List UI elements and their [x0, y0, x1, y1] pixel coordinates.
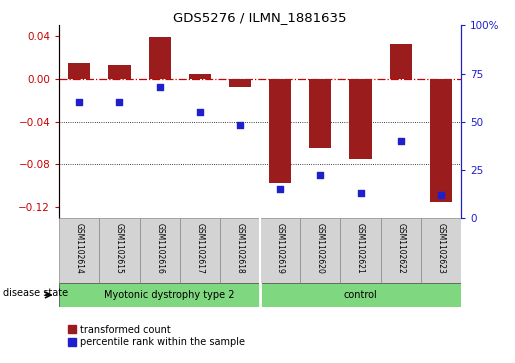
Text: Myotonic dystrophy type 2: Myotonic dystrophy type 2	[105, 290, 235, 300]
Title: GDS5276 / ILMN_1881635: GDS5276 / ILMN_1881635	[174, 11, 347, 24]
Bar	[149, 37, 170, 79]
Point	[236, 123, 244, 129]
Text: disease state: disease state	[3, 288, 67, 298]
Text: GSM1102617: GSM1102617	[195, 223, 204, 274]
Bar	[421, 218, 461, 283]
Text: GSM1102619: GSM1102619	[276, 223, 285, 274]
Point	[115, 99, 124, 105]
Bar	[140, 218, 180, 283]
Legend: transformed count, percentile rank within the sample: transformed count, percentile rank withi…	[64, 321, 249, 351]
Point	[356, 190, 365, 196]
Text: GSM1102621: GSM1102621	[356, 223, 365, 274]
Bar	[68, 63, 90, 79]
Text: GSM1102623: GSM1102623	[436, 223, 445, 274]
Point	[397, 138, 405, 144]
Bar	[260, 283, 481, 307]
Text: control: control	[344, 290, 377, 300]
Text: GSM1102616: GSM1102616	[155, 223, 164, 274]
Bar	[99, 218, 140, 283]
Bar	[430, 79, 452, 202]
Point	[276, 186, 284, 192]
Bar	[310, 79, 331, 148]
Bar	[381, 218, 421, 283]
Bar	[390, 44, 411, 79]
Bar	[269, 79, 291, 183]
Bar	[220, 218, 260, 283]
Bar	[59, 218, 99, 283]
Bar	[260, 218, 300, 283]
Bar	[350, 79, 371, 159]
Bar	[59, 283, 260, 307]
Bar	[300, 218, 340, 283]
Point	[316, 172, 324, 178]
Text: GSM1102618: GSM1102618	[235, 223, 245, 274]
Text: GSM1102620: GSM1102620	[316, 223, 325, 274]
Bar	[180, 218, 220, 283]
Point	[156, 84, 164, 90]
Text: GSM1102615: GSM1102615	[115, 223, 124, 274]
Bar	[189, 73, 211, 79]
Text: GSM1102614: GSM1102614	[75, 223, 84, 274]
Point	[75, 99, 83, 105]
Point	[196, 109, 204, 115]
Bar	[109, 65, 130, 79]
Bar	[229, 79, 251, 87]
Point	[437, 192, 445, 197]
Text: GSM1102622: GSM1102622	[396, 223, 405, 274]
Bar	[340, 218, 381, 283]
